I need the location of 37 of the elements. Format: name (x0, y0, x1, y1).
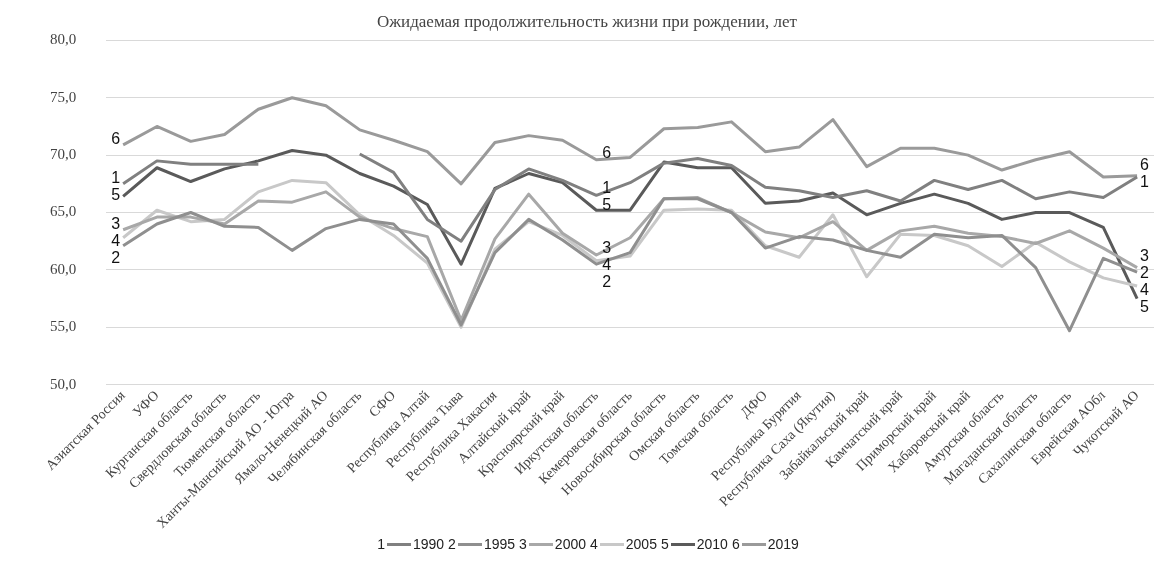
legend-label: 2010 (696, 536, 728, 552)
legend-label: 1995 (483, 536, 516, 552)
annotation: 6 (1140, 155, 1150, 173)
annotation: 3 (111, 214, 121, 232)
annotation: 1 (111, 169, 121, 187)
annotation: 4 (602, 256, 612, 274)
annotation: 1 (1140, 172, 1150, 190)
legend-label: 1990 (412, 536, 445, 552)
text: 5 (660, 536, 669, 552)
text: 2 (448, 536, 456, 552)
annotation: 2 (1140, 264, 1150, 282)
annotation: 5 (1140, 298, 1150, 316)
y-tick-label: 55,0 (50, 318, 77, 335)
text: 1 (377, 536, 385, 552)
annotation: 2 (111, 248, 121, 266)
text: 3 (519, 536, 527, 552)
annotation: 6 (602, 143, 612, 161)
annotation: 6 (111, 130, 121, 148)
chart-title: Ожидаемая продолжительность жизни при рождении, лет (377, 11, 798, 31)
legend-label: 2005 (625, 536, 657, 552)
annotation: 4 (111, 231, 121, 249)
y-tick-label: 70,0 (50, 146, 77, 163)
text: 6 (731, 536, 740, 552)
annotation: 5 (111, 186, 121, 204)
y-tick-label: 50,0 (50, 375, 77, 392)
y-tick-label: 75,0 (50, 88, 77, 105)
legend-label: 2000 (554, 536, 586, 552)
y-tick-label: 60,0 (50, 260, 77, 277)
annotation: 3 (602, 239, 612, 257)
y-tick-label: 80,0 (50, 31, 77, 48)
annotation: 4 (1140, 281, 1150, 299)
legend-label: 2019 (767, 536, 799, 552)
y-tick-label: 65,0 (50, 203, 77, 220)
annotation: 2 (602, 273, 612, 291)
text: 4 (590, 536, 598, 552)
annotation: 3 (1140, 247, 1150, 265)
annotation: 1 (602, 179, 612, 197)
